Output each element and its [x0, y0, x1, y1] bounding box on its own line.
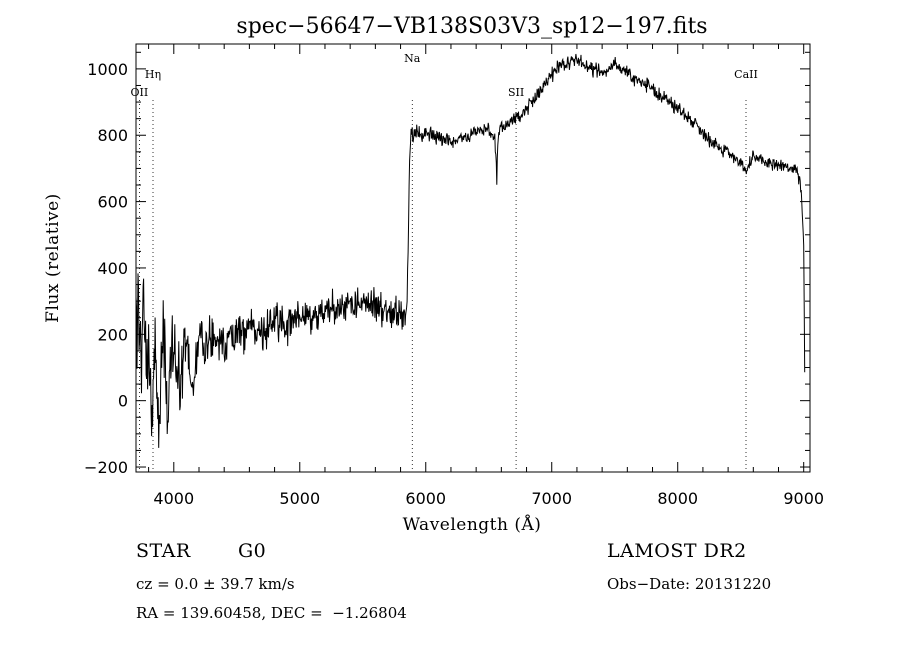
x-tick-label: 9000 [783, 489, 824, 508]
y-tick-label: 0 [118, 392, 128, 411]
y-tick-label: −200 [84, 458, 128, 477]
spectral-line-label: OII [131, 86, 149, 99]
spectral-line-label: CaII [734, 68, 758, 81]
coordinates-label: RA = 139.60458, DEC = −1.26804 [136, 604, 407, 622]
class-label: STAR [136, 540, 191, 562]
chart-title: spec−56647−VB138S03V3_sp12−197.fits [236, 14, 707, 39]
y-tick-label: 600 [97, 193, 128, 212]
y-tick-label: 800 [97, 126, 128, 145]
plot-frame [135, 43, 811, 473]
plot-border [135, 43, 811, 473]
spectrum-series-line [135, 53, 806, 448]
spectral-line-label: Hη [145, 68, 161, 81]
y-tick-label: 400 [97, 259, 128, 278]
y-tick-label: 1000 [87, 60, 128, 79]
x-tick-label: 5000 [279, 489, 320, 508]
x-axis: 4000 5000 6000 7000 8000 9000 [148, 44, 824, 508]
spectral-line-markers: Hη OII Na SII CaII [131, 52, 758, 472]
x-tick-label: 4000 [153, 489, 194, 508]
redshift-label: cz = 0.0 ± 39.7 km/s [136, 575, 295, 593]
obs-date-label: Obs−Date: 20131220 [607, 575, 772, 593]
subclass-label: G0 [238, 540, 267, 562]
y-axis: −200 0 200 400 600 800 1000 [84, 51, 810, 477]
x-tick-label: 7000 [531, 489, 572, 508]
x-tick-label: 6000 [405, 489, 446, 508]
x-axis-label: Wavelength (Å) [403, 514, 542, 535]
y-tick-label: 200 [97, 325, 128, 344]
series-layer [135, 53, 806, 448]
y-axis-label: Flux (relative) [43, 193, 63, 323]
spectral-line-label: Na [404, 52, 421, 65]
spectral-line-label: SII [508, 86, 524, 99]
survey-label: LAMOST DR2 [607, 540, 747, 562]
x-tick-label: 8000 [657, 489, 698, 508]
